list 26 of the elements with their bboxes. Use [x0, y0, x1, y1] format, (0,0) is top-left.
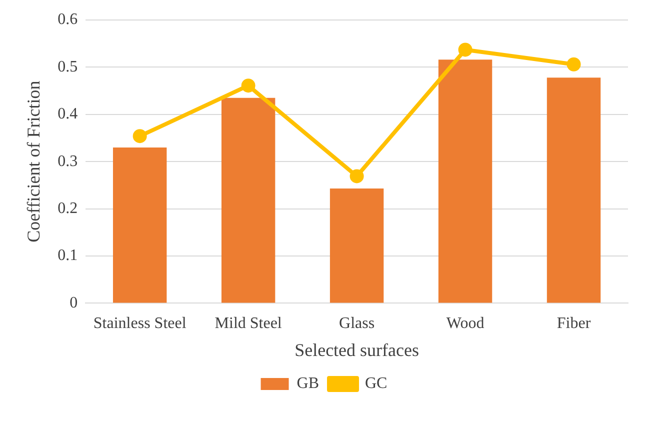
x-axis-title: Selected surfaces: [294, 340, 420, 360]
x-tick-label: Stainless Steel: [93, 315, 187, 332]
bar: [112, 147, 167, 303]
x-tick-label: Glass: [339, 315, 375, 332]
y-tick-label: 0.1: [58, 247, 78, 264]
point: [132, 129, 147, 144]
bar: [330, 188, 384, 303]
y-tick-label: 0.5: [58, 58, 78, 76]
point: [458, 42, 472, 57]
y-tick-label: 0: [70, 294, 78, 312]
legend-label: GB: [296, 375, 320, 392]
y-axis-title: Coefficient of Friction: [24, 80, 44, 242]
x-tick-label: Mild Steel: [214, 315, 282, 332]
y-tick-label: 0.4: [58, 106, 78, 123]
bar: [546, 78, 601, 303]
bar: [221, 98, 276, 303]
x-tick-label: Fiber: [556, 315, 592, 332]
point: [241, 78, 256, 93]
point: [566, 57, 581, 72]
bar: [438, 60, 492, 303]
y-tick-label: 0.6: [58, 11, 78, 28]
y-tick-label: 0.3: [58, 152, 78, 170]
x-tick-label: Wood: [446, 315, 484, 332]
y-tick-label: 0.2: [58, 200, 78, 218]
legend-label: GC: [365, 375, 388, 392]
point: [350, 169, 364, 184]
